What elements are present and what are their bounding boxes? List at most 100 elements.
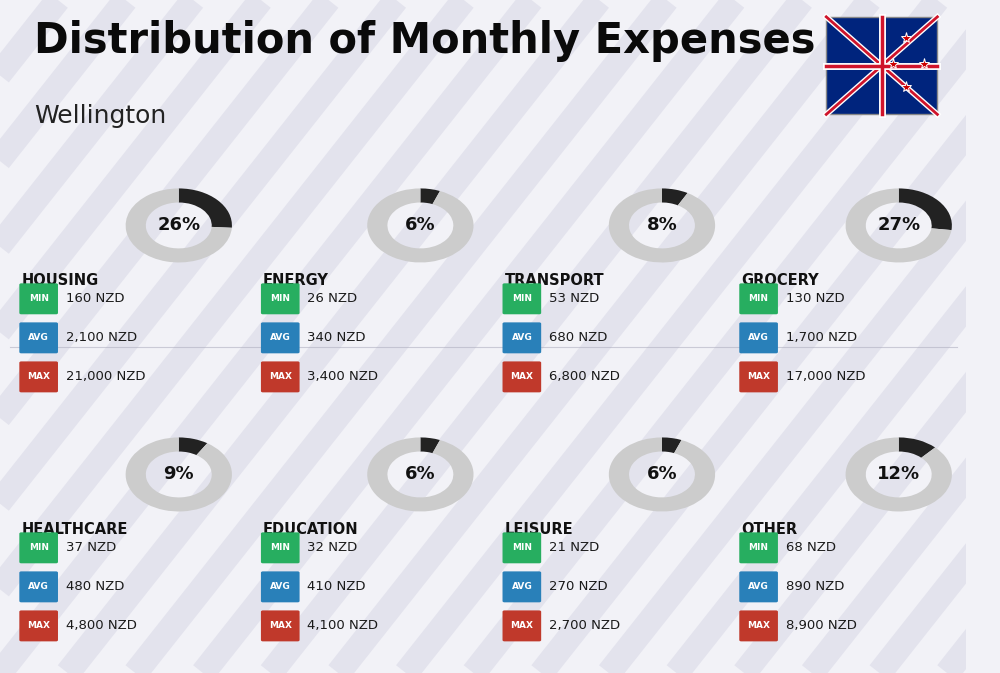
- Text: MIN: MIN: [29, 543, 49, 553]
- FancyBboxPatch shape: [19, 361, 58, 392]
- Text: MAX: MAX: [269, 372, 292, 382]
- Text: 9%: 9%: [163, 466, 194, 483]
- Text: MIN: MIN: [29, 294, 49, 304]
- Text: 270 NZD: 270 NZD: [549, 580, 608, 594]
- Wedge shape: [179, 188, 232, 227]
- Text: Distribution of Monthly Expenses: Distribution of Monthly Expenses: [34, 20, 815, 62]
- Text: LEISURE: LEISURE: [504, 522, 573, 536]
- Text: AVG: AVG: [28, 582, 49, 592]
- Text: AVG: AVG: [748, 333, 769, 343]
- FancyBboxPatch shape: [261, 571, 300, 602]
- Text: EDUCATION: EDUCATION: [263, 522, 358, 536]
- Text: 53 NZD: 53 NZD: [549, 292, 599, 306]
- Wedge shape: [846, 437, 952, 511]
- Wedge shape: [420, 188, 440, 204]
- Text: 8,900 NZD: 8,900 NZD: [786, 619, 857, 633]
- FancyBboxPatch shape: [739, 532, 778, 563]
- Text: MIN: MIN: [270, 543, 290, 553]
- Text: MAX: MAX: [27, 621, 50, 631]
- Text: 17,000 NZD: 17,000 NZD: [786, 370, 865, 384]
- Text: 21,000 NZD: 21,000 NZD: [66, 370, 145, 384]
- Text: 4,100 NZD: 4,100 NZD: [307, 619, 378, 633]
- FancyBboxPatch shape: [261, 322, 300, 353]
- FancyBboxPatch shape: [826, 17, 937, 114]
- FancyBboxPatch shape: [19, 283, 58, 314]
- Text: MIN: MIN: [512, 543, 532, 553]
- FancyBboxPatch shape: [261, 361, 300, 392]
- Text: 27%: 27%: [877, 217, 920, 234]
- FancyBboxPatch shape: [503, 532, 541, 563]
- Text: AVG: AVG: [748, 582, 769, 592]
- Text: Wellington: Wellington: [34, 104, 166, 129]
- Text: TRANSPORT: TRANSPORT: [504, 273, 604, 287]
- Wedge shape: [367, 437, 474, 511]
- Text: MIN: MIN: [749, 294, 769, 304]
- Text: 890 NZD: 890 NZD: [786, 580, 844, 594]
- FancyBboxPatch shape: [261, 283, 300, 314]
- Text: HOUSING: HOUSING: [21, 273, 99, 287]
- Text: 680 NZD: 680 NZD: [549, 331, 607, 345]
- Text: 130 NZD: 130 NZD: [786, 292, 844, 306]
- FancyBboxPatch shape: [19, 571, 58, 602]
- Wedge shape: [126, 437, 232, 511]
- Text: AVG: AVG: [270, 333, 291, 343]
- FancyBboxPatch shape: [503, 610, 541, 641]
- Wedge shape: [179, 437, 207, 455]
- FancyBboxPatch shape: [503, 283, 541, 314]
- Text: AVG: AVG: [270, 582, 291, 592]
- Text: MIN: MIN: [512, 294, 532, 304]
- Text: MAX: MAX: [510, 621, 533, 631]
- Text: MAX: MAX: [27, 372, 50, 382]
- Text: 3,400 NZD: 3,400 NZD: [307, 370, 378, 384]
- FancyBboxPatch shape: [261, 532, 300, 563]
- Text: HEALTHCARE: HEALTHCARE: [21, 522, 128, 536]
- Text: MIN: MIN: [749, 543, 769, 553]
- FancyBboxPatch shape: [19, 322, 58, 353]
- Text: AVG: AVG: [28, 333, 49, 343]
- Text: OTHER: OTHER: [741, 522, 797, 536]
- Text: 6%: 6%: [405, 466, 436, 483]
- FancyBboxPatch shape: [19, 532, 58, 563]
- Text: 4,800 NZD: 4,800 NZD: [66, 619, 137, 633]
- FancyBboxPatch shape: [739, 571, 778, 602]
- Text: MAX: MAX: [510, 372, 533, 382]
- Text: 37 NZD: 37 NZD: [66, 541, 116, 555]
- Wedge shape: [609, 188, 715, 262]
- Text: 68 NZD: 68 NZD: [786, 541, 836, 555]
- Text: 8%: 8%: [647, 217, 677, 234]
- FancyBboxPatch shape: [739, 610, 778, 641]
- Wedge shape: [126, 188, 232, 262]
- Text: 21 NZD: 21 NZD: [549, 541, 599, 555]
- Text: MAX: MAX: [269, 621, 292, 631]
- Text: 340 NZD: 340 NZD: [307, 331, 366, 345]
- Text: 26%: 26%: [157, 217, 200, 234]
- Text: MAX: MAX: [747, 372, 770, 382]
- Text: 12%: 12%: [877, 466, 920, 483]
- FancyBboxPatch shape: [19, 610, 58, 641]
- Wedge shape: [846, 188, 951, 262]
- FancyBboxPatch shape: [739, 322, 778, 353]
- FancyBboxPatch shape: [739, 283, 778, 314]
- Wedge shape: [609, 437, 715, 511]
- Text: 26 NZD: 26 NZD: [307, 292, 357, 306]
- Wedge shape: [662, 437, 682, 453]
- Text: MAX: MAX: [747, 621, 770, 631]
- Wedge shape: [899, 188, 952, 230]
- FancyBboxPatch shape: [503, 361, 541, 392]
- Text: 480 NZD: 480 NZD: [66, 580, 124, 594]
- Text: AVG: AVG: [511, 582, 532, 592]
- Wedge shape: [662, 188, 688, 205]
- Wedge shape: [420, 437, 440, 453]
- FancyBboxPatch shape: [261, 610, 300, 641]
- Wedge shape: [899, 437, 935, 458]
- Text: 32 NZD: 32 NZD: [307, 541, 358, 555]
- Text: GROCERY: GROCERY: [741, 273, 819, 287]
- Text: ENERGY: ENERGY: [263, 273, 329, 287]
- Text: AVG: AVG: [511, 333, 532, 343]
- Text: 160 NZD: 160 NZD: [66, 292, 124, 306]
- Text: 6%: 6%: [647, 466, 677, 483]
- Text: 1,700 NZD: 1,700 NZD: [786, 331, 857, 345]
- Wedge shape: [367, 188, 474, 262]
- Text: 2,100 NZD: 2,100 NZD: [66, 331, 137, 345]
- FancyBboxPatch shape: [739, 361, 778, 392]
